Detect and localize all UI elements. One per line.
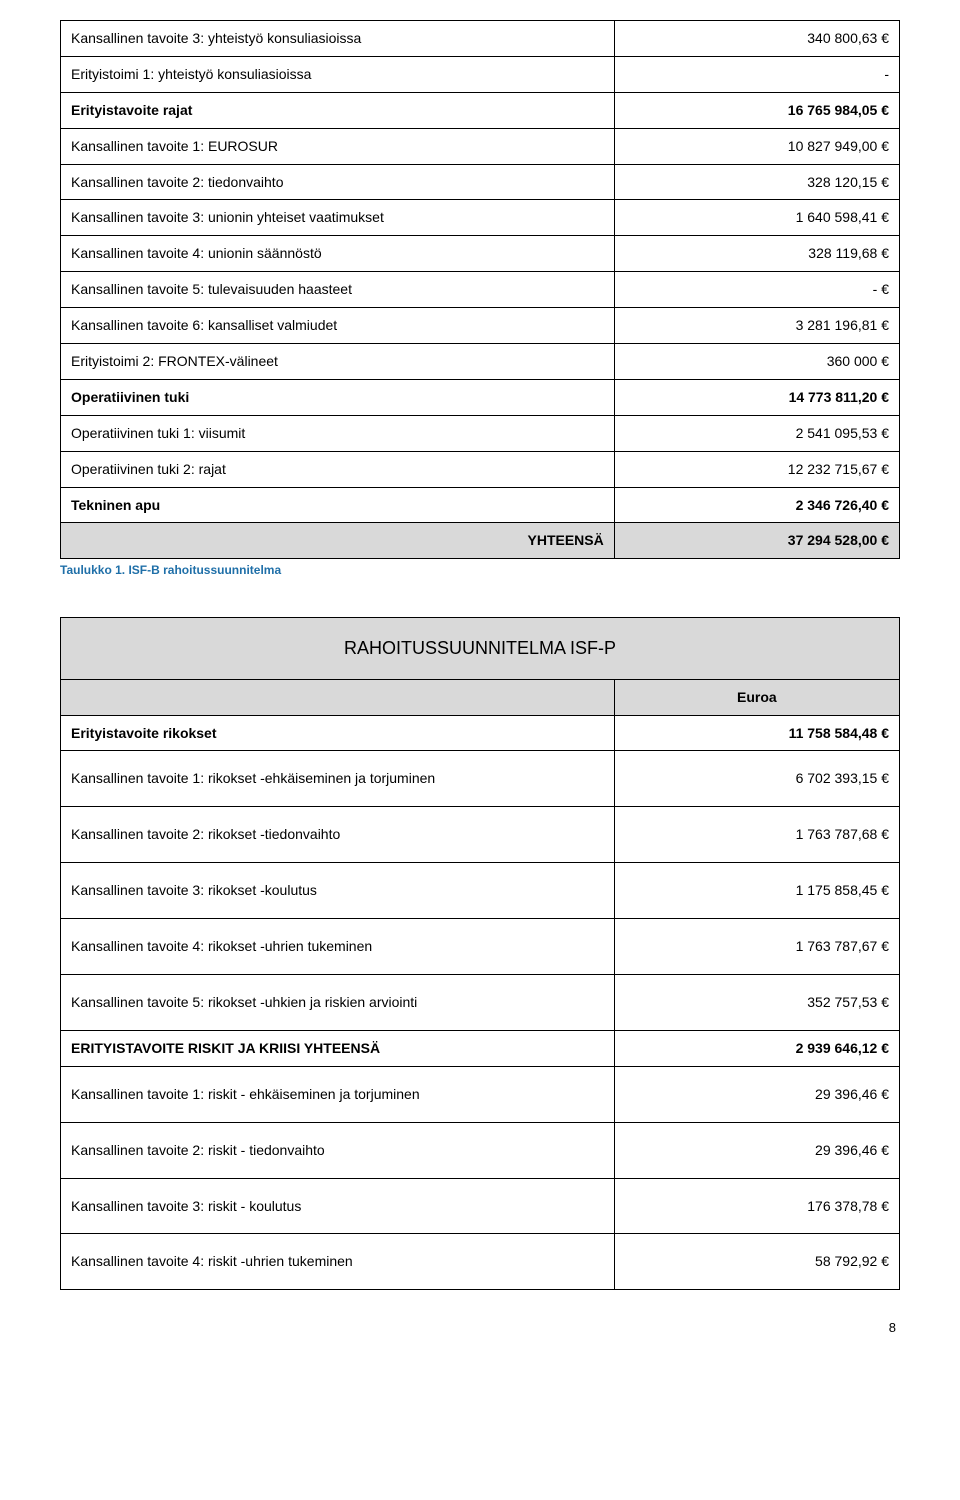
row-label: Kansallinen tavoite 4: unionin säännöstö [61, 236, 615, 272]
row-value: 1 175 858,45 € [614, 863, 899, 919]
table-row: Kansallinen tavoite 1: rikokset -ehkäise… [61, 751, 900, 807]
row-value: 10 827 949,00 € [614, 128, 899, 164]
table-row: Erityistavoite rajat16 765 984,05 € [61, 92, 900, 128]
table-row: Kansallinen tavoite 5: rikokset -uhkien … [61, 975, 900, 1031]
table-row: Kansallinen tavoite 5: tulevaisuuden haa… [61, 272, 900, 308]
row-label: Erityistavoite rajat [61, 92, 615, 128]
table-row: Kansallinen tavoite 2: tiedonvaihto328 1… [61, 164, 900, 200]
table2-header-row: Euroa [61, 679, 900, 715]
row-value: 12 232 715,67 € [614, 451, 899, 487]
row-label: Kansallinen tavoite 2: tiedonvaihto [61, 164, 615, 200]
table-row: Kansallinen tavoite 3: rikokset -koulutu… [61, 863, 900, 919]
table-row: Erityistavoite rikokset11 758 584,48 € [61, 715, 900, 751]
row-label: Kansallinen tavoite 2: riskit - tiedonva… [61, 1122, 615, 1178]
row-label: Operatiivinen tuki 2: rajat [61, 451, 615, 487]
row-label: Kansallinen tavoite 6: kansalliset valmi… [61, 308, 615, 344]
table-row: Kansallinen tavoite 1: riskit - ehkäisem… [61, 1066, 900, 1122]
row-value: 29 396,46 € [614, 1066, 899, 1122]
row-label: Kansallinen tavoite 2: rikokset -tiedonv… [61, 807, 615, 863]
row-value: 14 773 811,20 € [614, 379, 899, 415]
row-value: 340 800,63 € [614, 21, 899, 57]
financing-table-isf-p: RAHOITUSSUUNNITELMA ISF-P EuroaErityista… [60, 617, 900, 1290]
row-value: 2 939 646,12 € [614, 1030, 899, 1066]
table-row: Erityistoimi 2: FRONTEX-välineet360 000 … [61, 344, 900, 380]
row-value: 37 294 528,00 € [614, 523, 899, 559]
table-row: Kansallinen tavoite 2: riskit - tiedonva… [61, 1122, 900, 1178]
row-label: Tekninen apu [61, 487, 615, 523]
table-row: YHTEENSÄ37 294 528,00 € [61, 523, 900, 559]
table-row: Kansallinen tavoite 4: riskit -uhrien tu… [61, 1234, 900, 1290]
row-value: 176 378,78 € [614, 1178, 899, 1234]
row-label: Kansallinen tavoite 4: riskit -uhrien tu… [61, 1234, 615, 1290]
table-row: Tekninen apu2 346 726,40 € [61, 487, 900, 523]
row-label: Kansallinen tavoite 3: riskit - koulutus [61, 1178, 615, 1234]
row-label: Kansallinen tavoite 3: unionin yhteiset … [61, 200, 615, 236]
row-label: Erityistoimi 1: yhteistyö konsuliasioiss… [61, 56, 615, 92]
table1-caption: Taulukko 1. ISF-B rahoitussuunnitelma [60, 563, 900, 577]
row-label: ERITYISTAVOITE RISKIT JA KRIISI YHTEENSÄ [61, 1030, 615, 1066]
row-value: 16 765 984,05 € [614, 92, 899, 128]
table-row: Operatiivinen tuki14 773 811,20 € [61, 379, 900, 415]
row-value: 1 640 598,41 € [614, 200, 899, 236]
row-label: Kansallinen tavoite 5: tulevaisuuden haa… [61, 272, 615, 308]
row-label: Kansallinen tavoite 1: riskit - ehkäisem… [61, 1066, 615, 1122]
row-value: 3 281 196,81 € [614, 308, 899, 344]
table-row: Kansallinen tavoite 6: kansalliset valmi… [61, 308, 900, 344]
row-value: 352 757,53 € [614, 975, 899, 1031]
row-label: Kansallinen tavoite 3: rikokset -koulutu… [61, 863, 615, 919]
table-row: Operatiivinen tuki 2: rajat12 232 715,67… [61, 451, 900, 487]
row-label: Kansallinen tavoite 1: rikokset -ehkäise… [61, 751, 615, 807]
table-row: Kansallinen tavoite 1: EUROSUR10 827 949… [61, 128, 900, 164]
header-empty [61, 679, 615, 715]
table-row: Kansallinen tavoite 4: unionin säännöstö… [61, 236, 900, 272]
row-value: 1 763 787,67 € [614, 919, 899, 975]
table-row: Operatiivinen tuki 1: viisumit2 541 095,… [61, 415, 900, 451]
row-value: 6 702 393,15 € [614, 751, 899, 807]
table-row: Kansallinen tavoite 4: rikokset -uhrien … [61, 919, 900, 975]
table-row: ERITYISTAVOITE RISKIT JA KRIISI YHTEENSÄ… [61, 1030, 900, 1066]
row-label: Operatiivinen tuki [61, 379, 615, 415]
row-label: Erityistoimi 2: FRONTEX-välineet [61, 344, 615, 380]
financing-table-isf-b: Kansallinen tavoite 3: yhteistyö konsuli… [60, 20, 900, 559]
row-value: 2 541 095,53 € [614, 415, 899, 451]
row-label: YHTEENSÄ [61, 523, 615, 559]
table-row: Erityistoimi 1: yhteistyö konsuliasioiss… [61, 56, 900, 92]
table-row: Kansallinen tavoite 3: yhteistyö konsuli… [61, 21, 900, 57]
row-value: 11 758 584,48 € [614, 715, 899, 751]
row-value: 328 119,68 € [614, 236, 899, 272]
table2-title: RAHOITUSSUUNNITELMA ISF-P [61, 618, 900, 679]
row-value: 2 346 726,40 € [614, 487, 899, 523]
row-value: - € [614, 272, 899, 308]
row-label: Erityistavoite rikokset [61, 715, 615, 751]
header-euroa: Euroa [614, 679, 899, 715]
row-label: Operatiivinen tuki 1: viisumit [61, 415, 615, 451]
row-label: Kansallinen tavoite 5: rikokset -uhkien … [61, 975, 615, 1031]
row-label: Kansallinen tavoite 1: EUROSUR [61, 128, 615, 164]
table-row: Kansallinen tavoite 3: riskit - koulutus… [61, 1178, 900, 1234]
page-number: 8 [60, 1320, 900, 1335]
row-label: Kansallinen tavoite 3: yhteistyö konsuli… [61, 21, 615, 57]
table2-title-row: RAHOITUSSUUNNITELMA ISF-P [61, 618, 900, 679]
row-value: 29 396,46 € [614, 1122, 899, 1178]
row-value: - [614, 56, 899, 92]
row-value: 1 763 787,68 € [614, 807, 899, 863]
row-value: 58 792,92 € [614, 1234, 899, 1290]
row-value: 328 120,15 € [614, 164, 899, 200]
table-row: Kansallinen tavoite 3: unionin yhteiset … [61, 200, 900, 236]
table-row: Kansallinen tavoite 2: rikokset -tiedonv… [61, 807, 900, 863]
row-label: Kansallinen tavoite 4: rikokset -uhrien … [61, 919, 615, 975]
row-value: 360 000 € [614, 344, 899, 380]
